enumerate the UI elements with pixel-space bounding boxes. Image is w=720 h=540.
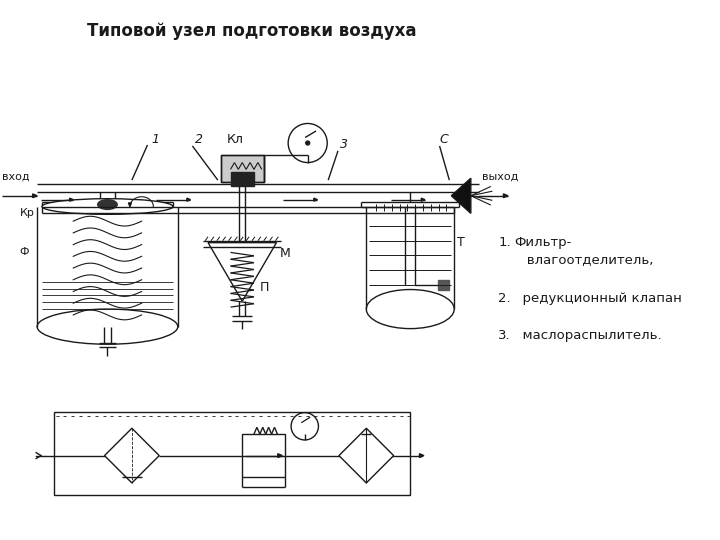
Ellipse shape [42, 199, 173, 214]
Polygon shape [503, 194, 508, 198]
Text: выход: выход [482, 172, 518, 182]
Polygon shape [187, 198, 191, 201]
Bar [242, 434, 285, 477]
Polygon shape [278, 454, 282, 457]
Polygon shape [128, 203, 132, 206]
Text: Фильтр-
   влагоотделитель,: Фильтр- влагоотделитель, [514, 236, 653, 266]
Text: С: С [440, 133, 449, 146]
Polygon shape [70, 198, 73, 201]
Text: 3.: 3. [498, 329, 510, 342]
Text: вход: вход [2, 172, 30, 182]
Polygon shape [339, 428, 394, 483]
Bar [438, 280, 449, 289]
Text: 1: 1 [151, 133, 159, 146]
Text: П: П [260, 281, 269, 294]
Text: Т: Т [457, 235, 465, 248]
Polygon shape [420, 454, 424, 457]
Bar [54, 411, 410, 495]
Polygon shape [32, 194, 37, 198]
Polygon shape [314, 198, 318, 201]
Text: 2: 2 [195, 133, 203, 146]
Circle shape [306, 141, 310, 145]
Ellipse shape [98, 200, 117, 210]
Polygon shape [421, 198, 425, 201]
Text: маслораспылитель.: маслораспылитель. [514, 329, 662, 342]
Text: Ф: Ф [19, 247, 29, 258]
Text: 1.: 1. [498, 236, 510, 249]
Bar [221, 155, 264, 182]
Text: Кр: Кр [19, 208, 35, 218]
Text: редукционный клапан: редукционный клапан [514, 293, 682, 306]
Text: М: М [279, 247, 290, 260]
Bar [221, 155, 264, 182]
Polygon shape [451, 178, 471, 213]
Bar [230, 172, 254, 186]
Text: 2.: 2. [498, 293, 510, 306]
Text: 3: 3 [340, 138, 348, 151]
Polygon shape [104, 428, 159, 483]
Text: Типовой узел подготовки воздуха: Типовой узел подготовки воздуха [87, 22, 417, 40]
Polygon shape [208, 242, 276, 301]
Text: Кл: Кл [227, 133, 243, 146]
